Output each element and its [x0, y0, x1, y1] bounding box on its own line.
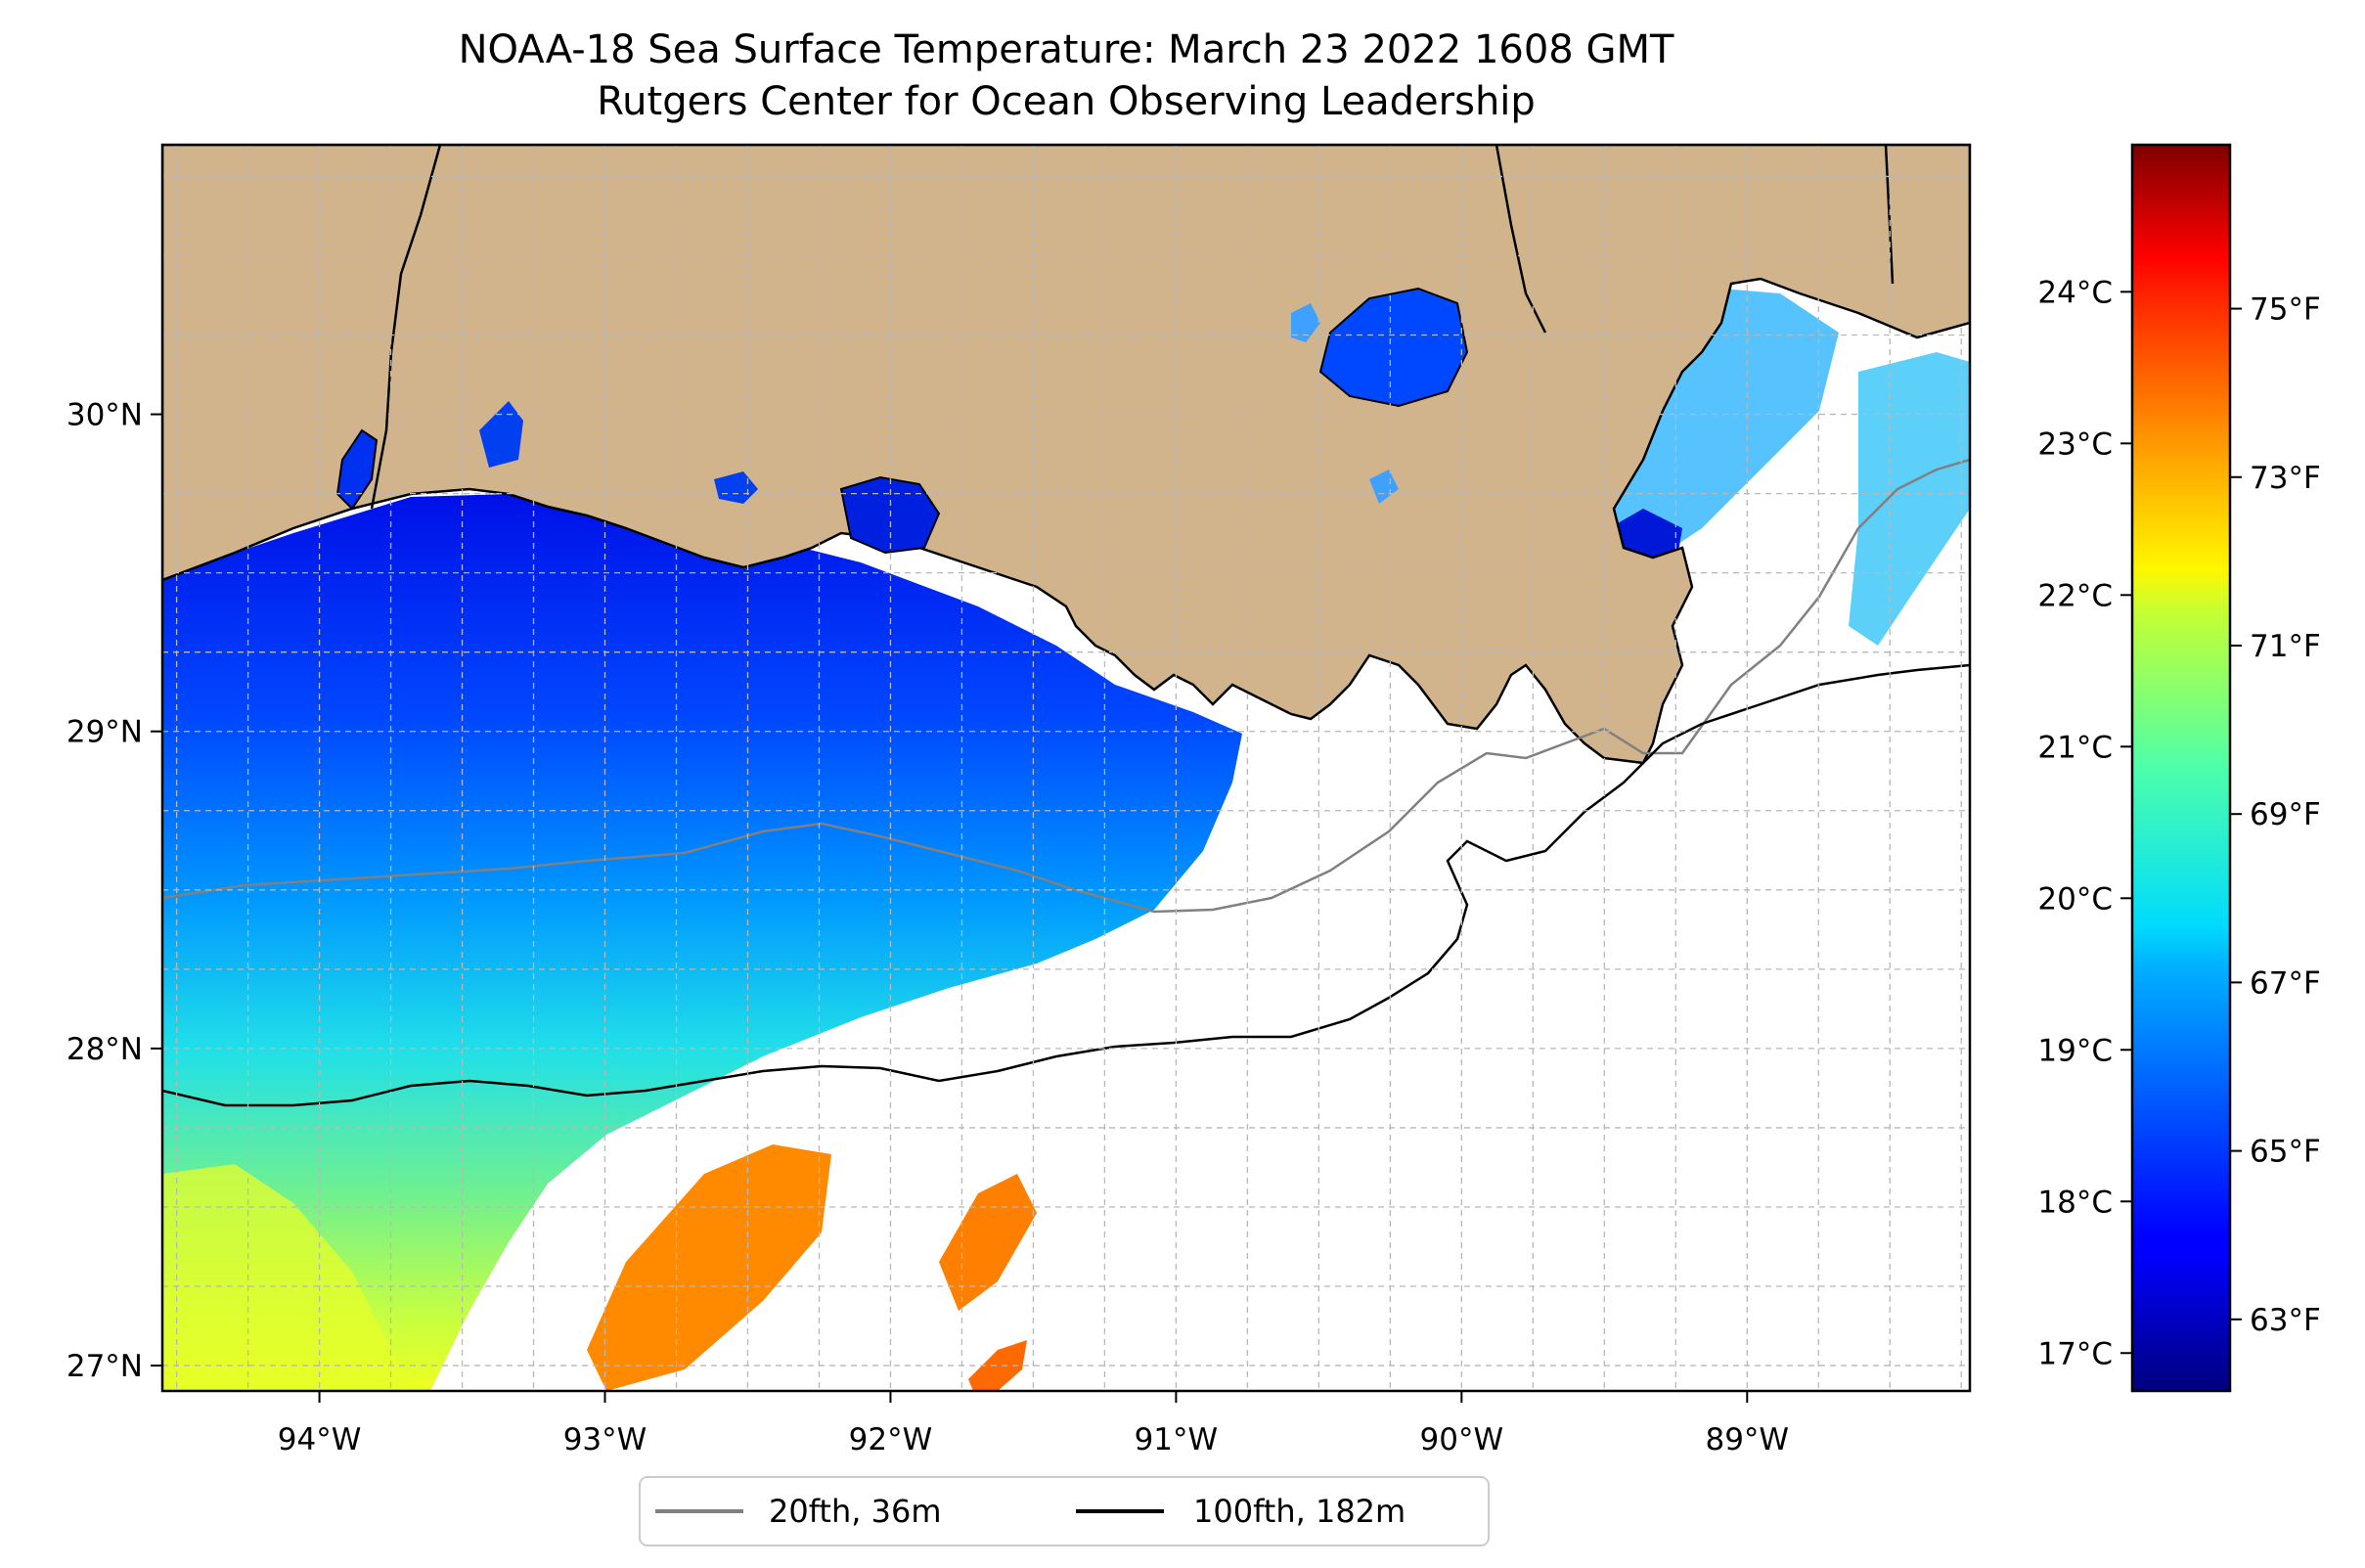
celsius-tick-label: 24°C	[2037, 275, 2113, 310]
sst-warm-edge	[162, 1164, 411, 1391]
legend: 20fth, 36m 100fth, 182m	[639, 1476, 1490, 1546]
fahrenheit-tick-label: 69°F	[2250, 797, 2321, 832]
fahrenheit-tick-label: 75°F	[2250, 292, 2321, 328]
fahrenheit-tick-label: 65°F	[2250, 1135, 2321, 1170]
celsius-tick-label: 21°C	[2037, 730, 2113, 765]
lat-tick-label: 28°N	[67, 1032, 143, 1067]
lake-pontchartrain	[1318, 287, 1469, 408]
lon-tick-label: 93°W	[563, 1422, 647, 1457]
celsius-tick-label: 19°C	[2037, 1033, 2113, 1068]
legend-label-20fth: 20fth, 36m	[769, 1493, 941, 1530]
lon-tick-label: 89°W	[1705, 1422, 1789, 1457]
celsius-tick-label: 22°C	[2037, 578, 2113, 613]
fahrenheit-tick-label: 67°F	[2250, 965, 2321, 1001]
lon-tick-label: 90°W	[1420, 1422, 1504, 1457]
celsius-tick-label: 20°C	[2037, 881, 2113, 917]
figure-title-line2: Rutgers Center for Ocean Observing Leade…	[597, 79, 1536, 124]
celsius-tick-label: 23°C	[2037, 426, 2113, 462]
lon-tick-label: 92°W	[849, 1422, 933, 1457]
graticule	[162, 145, 1970, 1391]
lat-tick-label: 29°N	[67, 715, 143, 750]
land-louisiana	[162, 145, 1970, 765]
colorbar-gradient	[2130, 143, 2232, 1393]
sst-warm-filament-1	[587, 1144, 831, 1391]
inland-lake-2	[714, 471, 758, 504]
inland-lake-4	[1369, 470, 1399, 504]
fahrenheit-tick-label: 63°F	[2250, 1303, 2321, 1338]
sst-field-shelf	[162, 494, 1242, 1391]
sst-warm-filament-2	[939, 1174, 1037, 1311]
inland-lake-3	[1291, 303, 1320, 342]
map-frame	[160, 143, 1972, 1393]
lon-axis: 94°W 93°W 92°W 91°W 90°W 89°W	[278, 1391, 1789, 1457]
legend-box	[639, 1476, 1490, 1546]
inland-lake-1	[479, 401, 523, 468]
isobath-20fth	[162, 458, 1970, 914]
celsius-tick-label: 17°C	[2037, 1336, 2113, 1371]
lat-axis: 27°N 28°N 29°N 30°N	[67, 398, 162, 1384]
map-panel	[162, 145, 1970, 1391]
lat-tick-label: 30°N	[67, 398, 143, 433]
sst-warm-filament-3	[968, 1340, 1027, 1391]
lon-tick-label: 91°W	[1135, 1422, 1219, 1457]
colorbar-celsius-axis: 17°C 18°C 19°C 20°C 21°C 22°C 23°C 24°C	[2037, 275, 2132, 1371]
state-border	[370, 145, 1895, 510]
figure-title-line1: NOAA-18 Sea Surface Temperature: March 2…	[459, 27, 1674, 72]
fahrenheit-tick-label: 73°F	[2250, 461, 2321, 496]
lat-tick-label: 27°N	[67, 1349, 143, 1384]
legend-label-100fth: 100fth, 182m	[1193, 1493, 1406, 1530]
colorbar: 17°C 18°C 19°C 20°C 21°C 22°C 23°C 24°C …	[2037, 143, 2321, 1393]
celsius-tick-label: 18°C	[2037, 1185, 2113, 1220]
fahrenheit-tick-label: 71°F	[2250, 629, 2321, 664]
isobath-100fth	[162, 663, 1970, 1107]
lon-tick-label: 94°W	[278, 1422, 362, 1457]
colorbar-fahrenheit-axis: 63°F 65°F 67°F 69°F 71°F 73°F 75°F	[2230, 292, 2321, 1338]
